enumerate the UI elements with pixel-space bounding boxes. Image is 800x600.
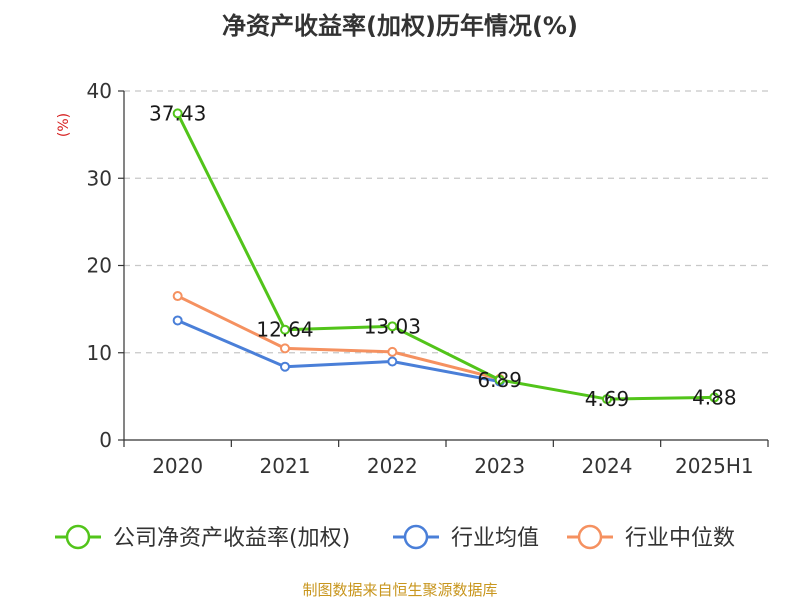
data-point-1-2022[interactable] xyxy=(387,356,398,367)
y-tick-label-30: 30 xyxy=(87,166,112,190)
data-point-2-2022[interactable] xyxy=(387,346,398,357)
x-tick-label-2023: 2023 xyxy=(474,454,525,478)
legend-marker-1 xyxy=(403,524,429,550)
y-tick-label-10: 10 xyxy=(87,341,112,365)
x-tick-label-2024: 2024 xyxy=(582,454,633,478)
legend-label-2: 行业中位数 xyxy=(625,526,735,551)
data-point-0-2024[interactable] xyxy=(602,394,612,405)
x-tick-label-2021: 2021 xyxy=(260,454,311,478)
legend-marker-2 xyxy=(577,524,603,550)
y-tick-label-0: 0 xyxy=(99,428,112,452)
data-label-2025H1: 4.88 xyxy=(692,385,737,409)
legend-marker-0 xyxy=(65,524,91,550)
data-labels: 37.43 12.64 13.03 6.89 4.69 4.88 xyxy=(149,101,737,411)
legend[interactable]: 公司净资产收益率(加权) 行业均值 行业中位数 xyxy=(55,524,735,551)
data-point-2-2020[interactable] xyxy=(172,291,183,302)
data-label-2023: 6.89 xyxy=(477,368,522,392)
data-point-1-2021[interactable] xyxy=(280,361,290,372)
series-line-2 xyxy=(177,294,501,381)
legend-label-0: 公司净资产收益率(加权) xyxy=(113,526,350,551)
legend-item-0[interactable]: 公司净资产收益率(加权) xyxy=(55,524,350,551)
data-label-2020: 37.43 xyxy=(149,101,206,125)
data-point-0-2020[interactable] xyxy=(172,108,183,119)
series-lines xyxy=(172,108,720,405)
chart-title: 净资产收益率(加权)历年情况(%) xyxy=(222,12,578,40)
legend-item-2[interactable]: 行业中位数 xyxy=(567,524,735,551)
y-tick-label-20: 20 xyxy=(87,254,112,278)
axes: 0 10 20 30 40 2020 2021 2022 2023 2024 2025H1 xyxy=(87,79,769,478)
data-point-0-2025H1[interactable] xyxy=(709,392,720,403)
data-label-2021: 12.64 xyxy=(256,318,313,342)
x-tick-label-2025H1: 2025H1 xyxy=(675,454,754,478)
data-point-1-2020[interactable] xyxy=(172,315,183,326)
data-source-note: 制图数据来自恒生聚源数据库 xyxy=(302,581,497,599)
data-point-2-2021[interactable] xyxy=(280,343,290,354)
data-label-2022: 13.03 xyxy=(364,314,421,338)
data-label-2024: 4.69 xyxy=(585,387,630,411)
legend-item-1[interactable]: 行业均值 xyxy=(393,524,539,551)
series-2 xyxy=(172,291,505,384)
series-0 xyxy=(172,108,720,405)
series-line-0 xyxy=(176,112,715,401)
y-tick-label-40: 40 xyxy=(87,79,112,103)
series-line-1 xyxy=(177,319,500,384)
legend-label-1: 行业均值 xyxy=(451,526,539,551)
data-point-0-2022[interactable] xyxy=(387,321,398,332)
data-point-0-2021[interactable] xyxy=(280,324,290,335)
data-point-0-2023[interactable] xyxy=(494,374,505,385)
x-tick-label-2020: 2020 xyxy=(152,454,203,478)
grid-lines xyxy=(124,90,768,354)
y-axis-unit-label: (%) xyxy=(56,113,72,137)
x-tick-label-2022: 2022 xyxy=(367,454,418,478)
